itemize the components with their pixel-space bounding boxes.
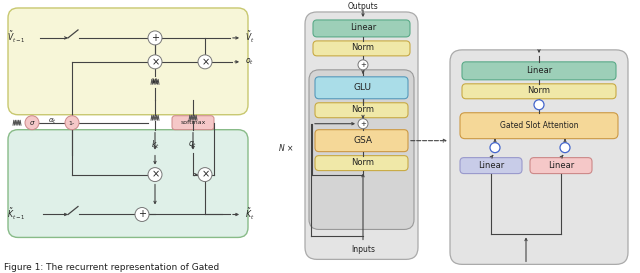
FancyBboxPatch shape: [450, 50, 628, 264]
Text: Norm: Norm: [527, 86, 550, 95]
Text: $\sigma$: $\sigma$: [29, 119, 35, 127]
Circle shape: [534, 100, 544, 110]
Text: $\tilde{V}_t$: $\tilde{V}_t$: [245, 30, 255, 46]
Text: $\tilde{V}_{t-1}$: $\tilde{V}_{t-1}$: [7, 30, 26, 46]
FancyBboxPatch shape: [315, 156, 408, 171]
FancyBboxPatch shape: [315, 103, 408, 118]
FancyBboxPatch shape: [305, 12, 418, 259]
Text: $v_t$: $v_t$: [150, 76, 159, 87]
Text: Linear: Linear: [526, 66, 552, 75]
FancyBboxPatch shape: [172, 116, 214, 130]
Text: Linear: Linear: [478, 161, 504, 170]
Text: softmax: softmax: [180, 120, 205, 125]
Text: $k_t$: $k_t$: [150, 138, 159, 151]
Circle shape: [358, 60, 368, 70]
Text: $q_t$: $q_t$: [188, 139, 198, 150]
Text: Linear: Linear: [548, 161, 574, 170]
Text: +: +: [360, 62, 366, 68]
Text: Norm: Norm: [351, 158, 374, 167]
Text: +: +: [360, 121, 366, 127]
Text: Inputs: Inputs: [351, 245, 375, 254]
Text: $N$ ×: $N$ ×: [278, 142, 293, 153]
Circle shape: [25, 116, 39, 130]
Text: Linear: Linear: [350, 23, 376, 32]
Text: $\times$: $\times$: [200, 170, 209, 180]
Text: Norm: Norm: [351, 43, 374, 52]
Text: $\tilde{K}_{t-1}$: $\tilde{K}_{t-1}$: [7, 207, 26, 222]
FancyBboxPatch shape: [309, 70, 414, 229]
Text: $o_t$: $o_t$: [245, 57, 254, 67]
Text: $1\text{-}$: $1\text{-}$: [68, 119, 76, 127]
Text: $\alpha_t$: $\alpha_t$: [48, 117, 57, 126]
Circle shape: [135, 207, 149, 221]
Text: +: +: [138, 209, 146, 219]
Text: Outputs: Outputs: [348, 2, 378, 11]
Circle shape: [560, 143, 570, 153]
FancyBboxPatch shape: [315, 130, 408, 152]
Circle shape: [148, 168, 162, 182]
Circle shape: [198, 168, 212, 182]
FancyBboxPatch shape: [460, 113, 618, 139]
Text: Gated Slot Attention: Gated Slot Attention: [500, 121, 579, 130]
Text: GSA: GSA: [353, 136, 372, 145]
Text: $\tilde{K}_t$: $\tilde{K}_t$: [245, 207, 254, 222]
Circle shape: [148, 55, 162, 69]
FancyBboxPatch shape: [313, 20, 410, 37]
Text: Figure 1: The recurrent representation of Gated: Figure 1: The recurrent representation o…: [4, 263, 220, 272]
Circle shape: [198, 55, 212, 69]
Circle shape: [148, 31, 162, 45]
FancyBboxPatch shape: [460, 158, 522, 174]
Text: +: +: [151, 33, 159, 43]
Circle shape: [358, 119, 368, 129]
FancyBboxPatch shape: [315, 77, 408, 99]
Text: GLU: GLU: [354, 83, 372, 92]
FancyBboxPatch shape: [313, 41, 410, 56]
Circle shape: [65, 116, 79, 130]
FancyBboxPatch shape: [462, 84, 616, 99]
FancyBboxPatch shape: [530, 158, 592, 174]
Circle shape: [490, 143, 500, 153]
Text: Norm: Norm: [351, 105, 374, 114]
Text: $\times$: $\times$: [150, 57, 159, 67]
FancyBboxPatch shape: [8, 130, 248, 238]
Text: $\times$: $\times$: [150, 170, 159, 180]
FancyBboxPatch shape: [8, 8, 248, 115]
FancyBboxPatch shape: [462, 62, 616, 80]
Text: $\times$: $\times$: [200, 57, 209, 67]
